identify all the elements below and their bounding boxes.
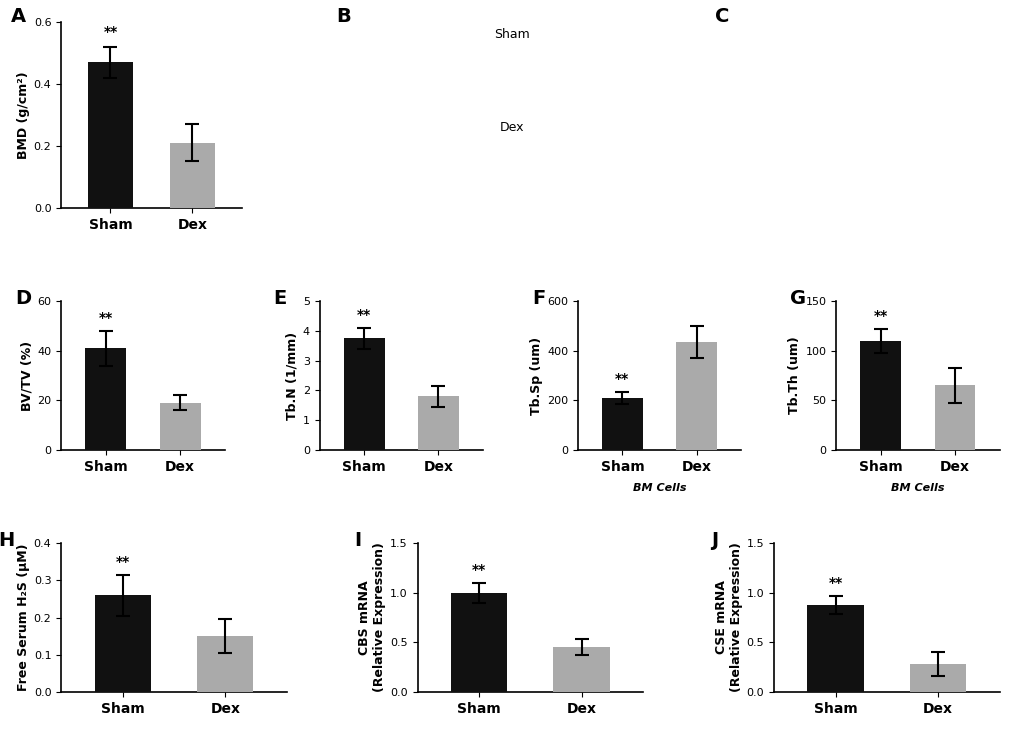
Bar	[553, 647, 609, 692]
Text: **: **	[472, 563, 486, 577]
Bar	[88, 63, 132, 208]
Bar	[676, 342, 716, 450]
Bar	[95, 595, 151, 692]
Bar	[601, 398, 642, 450]
Text: **: **	[99, 311, 113, 325]
Text: J: J	[710, 531, 717, 551]
Text: H: H	[0, 531, 14, 551]
Bar	[160, 403, 201, 450]
Text: **: **	[115, 555, 129, 569]
Y-axis label: CSE mRNA
(Relative Expression): CSE mRNA (Relative Expression)	[713, 542, 742, 693]
Text: **: **	[614, 372, 629, 386]
Bar	[343, 339, 384, 450]
Text: G: G	[790, 289, 806, 308]
Text: **: **	[827, 576, 842, 590]
Text: B: B	[336, 7, 351, 26]
Text: E: E	[273, 289, 286, 308]
Text: **: **	[357, 308, 371, 322]
Bar	[86, 348, 126, 450]
Bar	[933, 386, 974, 450]
Text: I: I	[355, 531, 361, 551]
Y-axis label: BV/TV (%): BV/TV (%)	[20, 341, 34, 411]
Y-axis label: CBS mRNA
(Relative Expression): CBS mRNA (Relative Expression)	[358, 542, 386, 693]
Y-axis label: Tb.N (1/mm): Tb.N (1/mm)	[285, 331, 299, 420]
Y-axis label: Tb.Sp (um): Tb.Sp (um)	[529, 336, 542, 414]
Text: D: D	[15, 289, 32, 308]
Bar	[197, 636, 253, 692]
Y-axis label: BMD (g/cm²): BMD (g/cm²)	[16, 71, 30, 159]
Text: BM Cells: BM Cells	[632, 483, 686, 492]
Bar	[807, 605, 863, 692]
Text: Sham: Sham	[494, 28, 530, 40]
Text: A: A	[10, 7, 25, 26]
Bar	[450, 592, 506, 692]
Bar	[909, 664, 965, 692]
Bar	[418, 397, 459, 450]
Text: Dex: Dex	[499, 121, 524, 133]
Bar	[170, 143, 215, 208]
Y-axis label: Tb.Th (um): Tb.Th (um)	[788, 336, 801, 414]
Text: BM Cells: BM Cells	[891, 483, 944, 492]
Y-axis label: Free Serum H₂S (μM): Free Serum H₂S (μM)	[16, 544, 30, 691]
Text: **: **	[872, 309, 887, 323]
Bar	[859, 341, 900, 450]
Text: **: **	[103, 26, 117, 40]
Text: C: C	[714, 7, 729, 26]
Text: F: F	[532, 289, 545, 308]
